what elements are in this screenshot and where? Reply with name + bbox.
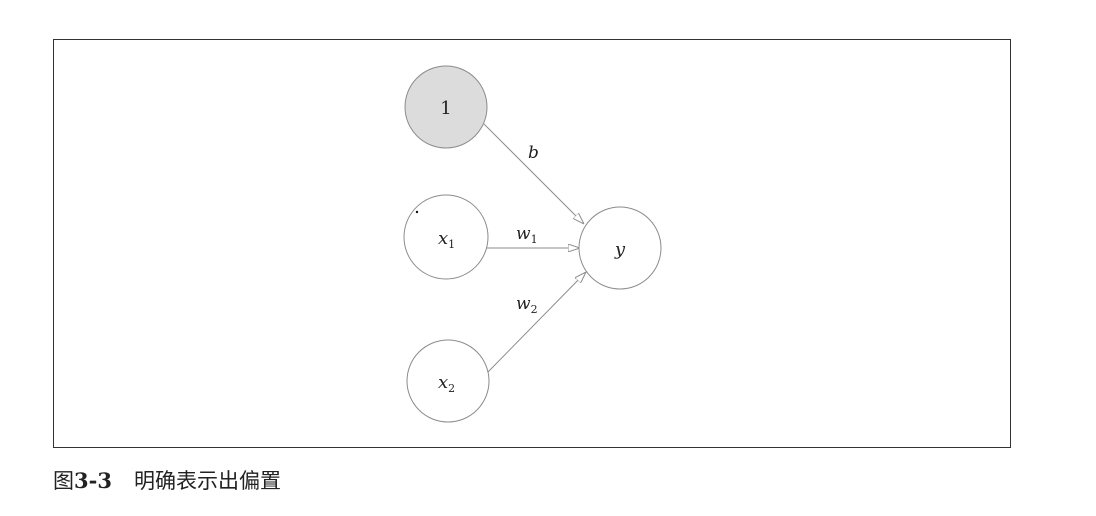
node-x2-label: x2	[438, 372, 455, 395]
caption-title: 明确表示出偏置	[133, 469, 281, 493]
figure-caption: 图3-3 明确表示出偏置	[53, 465, 281, 495]
node-x2: x2	[406, 339, 490, 423]
edge-label-w2: w2	[516, 294, 538, 316]
edge-bias-to-y	[483, 123, 584, 224]
caption-number: 3-3	[74, 468, 112, 493]
node-bias-label: 1	[440, 98, 451, 119]
node-bias: 1	[404, 65, 488, 149]
node-y: y	[578, 206, 662, 290]
edge-label-w1: w1	[516, 224, 538, 246]
edge-label-b: b	[528, 143, 539, 163]
dot-artifact	[415, 210, 419, 214]
caption-prefix: 图	[53, 469, 74, 493]
node-x1-label: x1	[438, 228, 455, 251]
node-y-label: y	[614, 239, 626, 260]
edge-x2-to-y	[487, 272, 586, 373]
figure-frame	[53, 39, 1011, 448]
node-x1: x1	[403, 194, 489, 280]
